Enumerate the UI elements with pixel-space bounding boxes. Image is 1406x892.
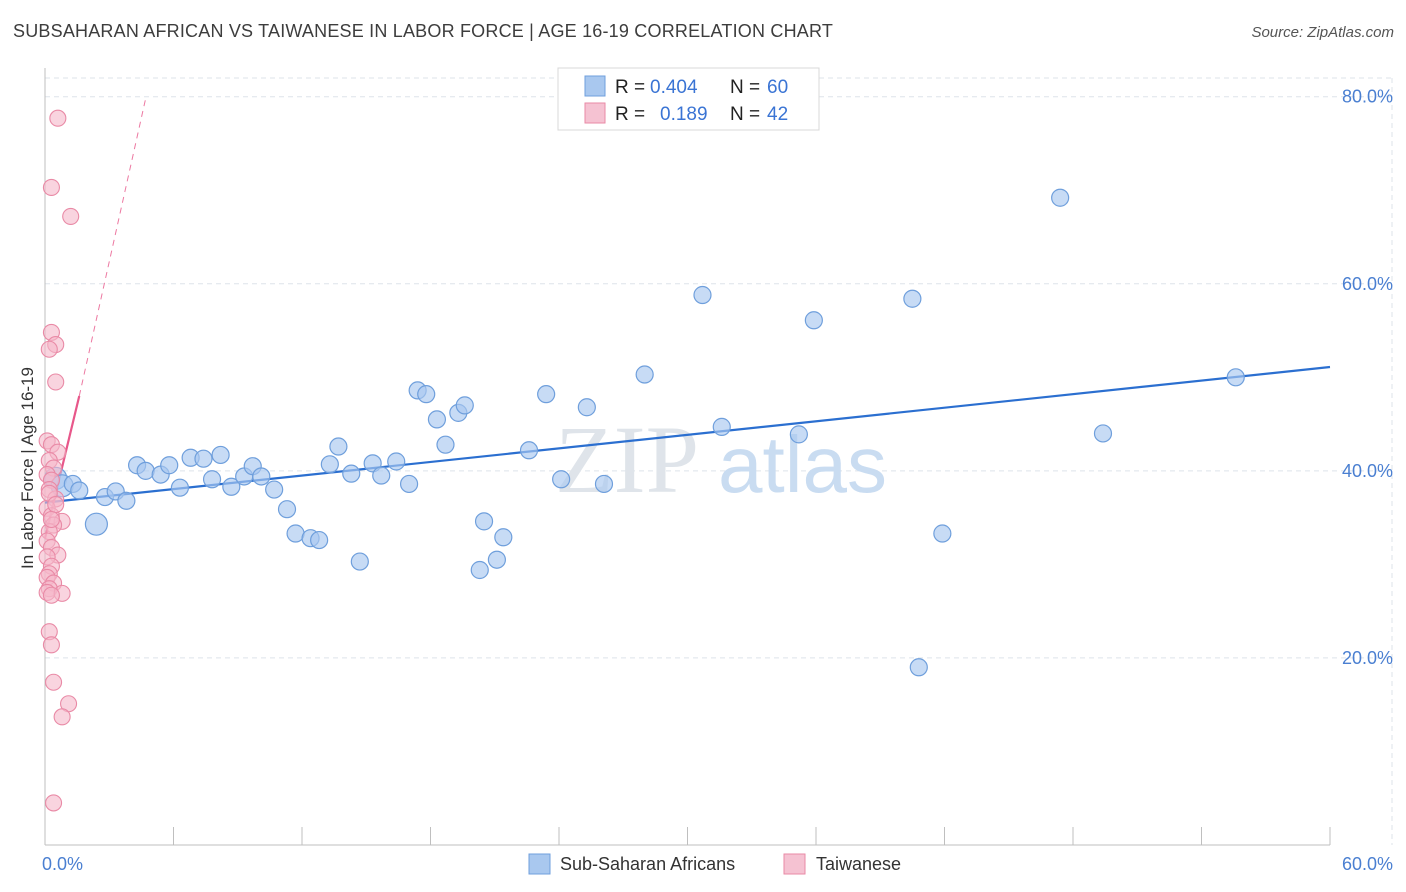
point-sub-saharan-22 (277, 500, 297, 519)
point-sub-saharan-41 (474, 512, 494, 531)
legend-top: R = 0.404 N = 60 R = 0.189 N = 42 (557, 67, 820, 131)
point-sub-saharan-49 (635, 365, 654, 384)
point-sub-saharan-56 (933, 524, 952, 543)
point-sub-saharan-4 (84, 512, 109, 536)
point-taiwanese-35 (45, 673, 63, 691)
legend-swatch-blue (584, 75, 606, 97)
point-sub-saharan-52 (789, 425, 808, 444)
point-taiwanese-41 (42, 510, 60, 529)
point-sub-saharan-50 (693, 285, 712, 305)
point-sub-saharan-44 (519, 441, 539, 460)
point-sub-saharan-53 (804, 311, 823, 330)
point-taiwanese-2 (62, 207, 80, 225)
x-tick-label-1: 60.0% (1342, 854, 1393, 874)
point-sub-saharan-23 (286, 524, 305, 543)
point-sub-saharan-21 (265, 480, 284, 499)
point-sub-saharan-48 (594, 474, 614, 494)
point-sub-saharan-16 (211, 445, 230, 465)
point-sub-saharan-12 (170, 478, 190, 497)
point-sub-saharan-28 (342, 464, 361, 483)
point-taiwanese-0 (49, 109, 67, 127)
point-sub-saharan-31 (372, 466, 391, 485)
point-sub-saharan-26 (320, 455, 339, 474)
legend-n-label-1: N = (730, 77, 760, 98)
point-sub-saharan-57 (1051, 188, 1070, 207)
point-sub-saharan-42 (487, 550, 506, 569)
point-sub-saharan-3 (70, 481, 89, 500)
legend-r-value-2: 0.189 (660, 104, 708, 125)
point-sub-saharan-9 (136, 461, 155, 480)
point-sub-saharan-47 (577, 398, 596, 417)
gridlines (45, 77, 1393, 845)
point-sub-saharan-59 (1226, 368, 1245, 387)
point-sub-saharan-37 (436, 435, 455, 454)
point-taiwanese-37 (53, 708, 71, 726)
point-sub-saharan-35 (417, 385, 436, 404)
legend-r-label-1: R = (615, 77, 645, 98)
chart-title: SUBSAHARAN AFRICAN VS TAIWANESE IN LABOR… (13, 21, 834, 41)
y-tick-label-3: 80.0% (1342, 87, 1393, 107)
point-sub-saharan-39 (455, 396, 474, 415)
point-sub-saharan-58 (1093, 424, 1113, 443)
watermark-zip: ZIP (555, 406, 699, 513)
legend-n-label-2: N = (730, 104, 760, 125)
trend-line-taiwanese-extension (78, 98, 147, 397)
point-sub-saharan-20 (252, 467, 271, 486)
legend-bottom-label-2: Taiwanese (816, 854, 901, 874)
legend-bottom-label-1: Sub-Saharan Africans (560, 854, 735, 874)
point-taiwanese-6 (47, 373, 65, 391)
point-sub-saharan-11 (160, 456, 179, 475)
legend-bottom: Sub-Saharan Africans Taiwanese (528, 853, 901, 875)
tick-labels: 20.0% 40.0% 60.0% 80.0% 0.0% 60.0% (42, 87, 1393, 874)
points-taiwanese (38, 109, 80, 812)
point-taiwanese-40 (47, 495, 65, 514)
legend-n-value-2: 42 (767, 104, 788, 125)
point-taiwanese-32 (42, 586, 60, 604)
point-sub-saharan-27 (329, 437, 348, 456)
point-taiwanese-1 (42, 178, 60, 196)
point-sub-saharan-25 (310, 530, 329, 550)
y-axis-title: In Labor Force | Age 16-19 (18, 367, 37, 569)
point-taiwanese-34 (42, 636, 60, 654)
legend-bottom-swatch-blue (528, 853, 551, 875)
point-sub-saharan-17 (222, 477, 241, 496)
y-tick-label-1: 40.0% (1342, 461, 1393, 481)
x-tick-label-0: 0.0% (42, 854, 83, 874)
point-sub-saharan-54 (903, 289, 922, 308)
point-sub-saharan-14 (194, 449, 213, 468)
point-taiwanese-5 (40, 340, 58, 358)
point-sub-saharan-29 (350, 552, 369, 571)
point-sub-saharan-46 (552, 470, 571, 489)
legend-bottom-swatch-pink (783, 853, 806, 875)
legend-r-label-2: R = (615, 104, 645, 125)
point-sub-saharan-51 (712, 417, 731, 436)
source-label: Source: ZipAtlas.com (1251, 24, 1394, 41)
point-sub-saharan-43 (494, 528, 513, 547)
point-sub-saharan-45 (537, 385, 556, 404)
legend-r-value-1: 0.404 (650, 77, 698, 98)
legend-swatch-pink (584, 102, 606, 124)
y-tick-label-2: 60.0% (1342, 274, 1393, 294)
point-taiwanese-38 (45, 794, 63, 812)
point-sub-saharan-7 (117, 491, 136, 510)
legend-n-value-1: 60 (767, 77, 788, 98)
point-sub-saharan-36 (427, 410, 447, 429)
point-sub-saharan-15 (202, 470, 222, 489)
point-sub-saharan-33 (399, 474, 419, 494)
points-sub-saharan-africans (44, 188, 1245, 677)
point-sub-saharan-55 (909, 658, 928, 677)
y-tick-label-0: 20.0% (1342, 648, 1393, 668)
point-sub-saharan-40 (470, 560, 489, 580)
point-sub-saharan-32 (387, 452, 406, 471)
